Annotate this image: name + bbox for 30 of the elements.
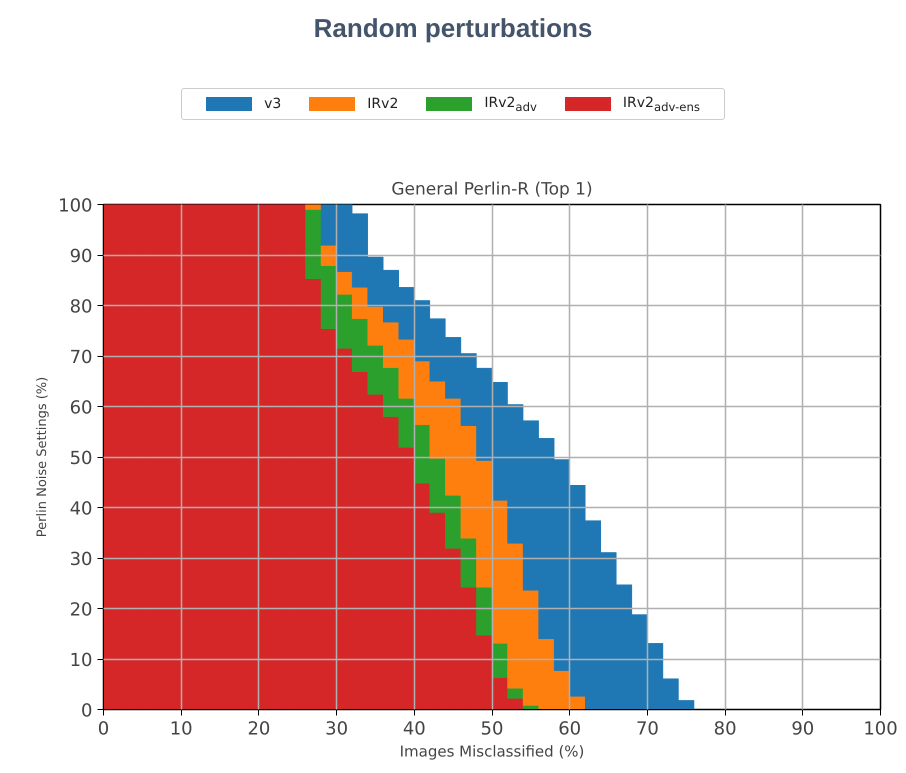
x-tick-label: 50 [480, 718, 504, 740]
x-axis-title: Images Misclassified (%) [400, 742, 584, 760]
legend-label: IRv2 [367, 96, 398, 112]
y-tick-label: 0 [81, 700, 92, 722]
y-tick-label: 50 [70, 448, 92, 469]
y-tick-label: 30 [70, 549, 92, 570]
x-tick-label: 20 [247, 718, 270, 740]
y-tick-label: 80 [70, 296, 92, 318]
y-tick-label: 90 [70, 246, 92, 267]
y-tick-label: 20 [70, 600, 92, 620]
y-tick-label: 100 [58, 196, 93, 216]
x-tick-label: 40 [402, 718, 426, 740]
x-tick-label: 10 [170, 718, 193, 740]
y-tick-label: 40 [70, 498, 92, 520]
y-axis-title: Perlin Noise Settings (%) [35, 376, 50, 538]
x-tick-label: 70 [636, 718, 659, 740]
x-tick-label: 30 [325, 718, 348, 740]
legend-label: IRv2$_{adv}$ [484, 95, 537, 114]
chart-subtitle: General Perlin-R (Top 1) [391, 180, 593, 200]
x-tick-label: 100 [863, 718, 898, 740]
legend-label: IRv2$_{adv-ens}$ [622, 95, 700, 114]
x-tick-label: 80 [714, 718, 737, 740]
x-tick-label: 90 [791, 718, 814, 740]
legend-label: v3 [264, 96, 282, 112]
x-tick-label: 0 [98, 718, 110, 740]
y-tick-label: 10 [70, 650, 92, 671]
y-tick-label: 60 [70, 398, 92, 418]
chart-title: Random perturbations [312, 12, 594, 45]
x-tick-label: 60 [558, 718, 582, 740]
y-tick-label: 70 [70, 347, 92, 368]
